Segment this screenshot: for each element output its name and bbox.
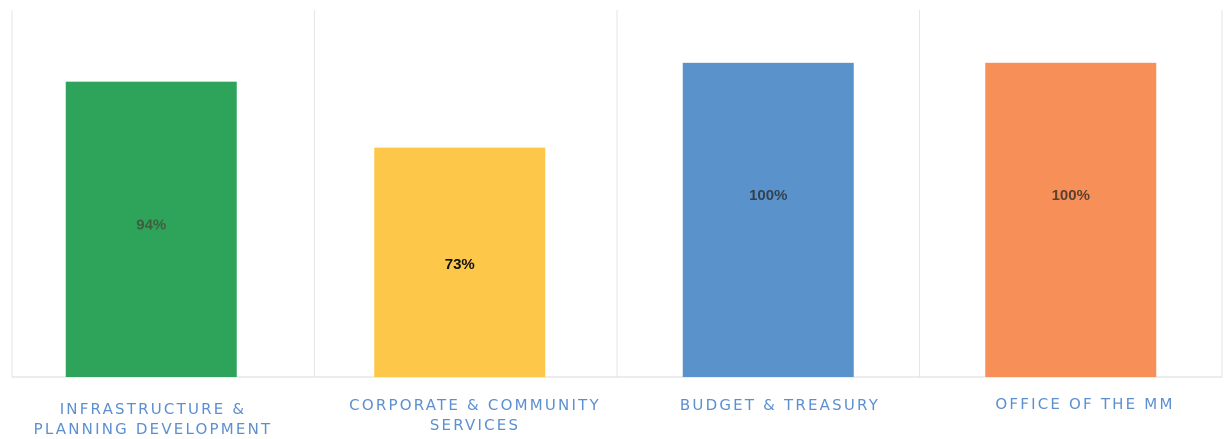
category-label-1: INFRASTRUCTURE & PLANNING DEVELOPMENT xyxy=(33,400,273,438)
data-label-1: 94% xyxy=(136,216,166,233)
bar-2 xyxy=(374,147,546,377)
bar-3 xyxy=(682,62,854,377)
category-label-4: OFFICE OF THE MM xyxy=(995,395,1175,413)
data-label-3: 100% xyxy=(749,187,787,204)
bar-4 xyxy=(985,62,1157,377)
data-label-2: 73% xyxy=(445,256,475,273)
data-label-4: 100% xyxy=(1052,187,1090,204)
bar-1 xyxy=(65,81,237,377)
category-label-2: CORPORATE & COMMUNITY SERVICES xyxy=(349,396,601,434)
category-label-3: BUDGET & TREASURY xyxy=(679,396,881,414)
